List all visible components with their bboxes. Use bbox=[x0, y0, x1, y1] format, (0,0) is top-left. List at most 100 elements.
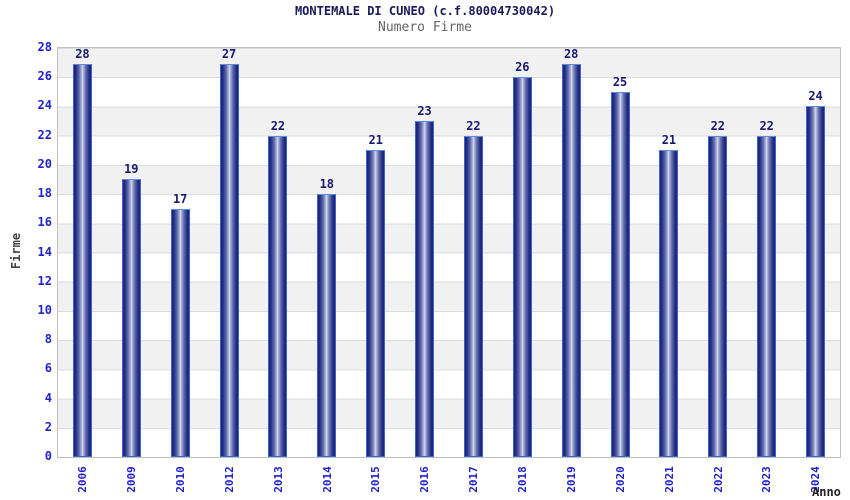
bar bbox=[708, 135, 728, 457]
bar-column: 22 bbox=[693, 48, 742, 457]
bar-column: 28 bbox=[547, 48, 596, 457]
x-tick-cell: 2017 bbox=[449, 459, 498, 500]
x-tick-cell: 2019 bbox=[547, 459, 596, 500]
y-tick-label: 24 bbox=[37, 98, 52, 113]
y-tick-label: 4 bbox=[44, 390, 52, 405]
chart-title: MONTEMALE DI CUNEO (c.f.80004730042) bbox=[294, 4, 556, 18]
bar-value-label: 17 bbox=[172, 191, 188, 206]
bar-value-label: 21 bbox=[368, 133, 383, 148]
bar-value-label: 22 bbox=[270, 118, 286, 133]
bar-value-label: 25 bbox=[612, 74, 628, 89]
bar-column: 22 bbox=[254, 48, 303, 457]
bar-value-label: 28 bbox=[75, 47, 90, 61]
x-tick-cell: 2021 bbox=[645, 459, 694, 500]
bar-column: 28 bbox=[58, 48, 107, 457]
x-tick-cell: 2014 bbox=[302, 459, 351, 500]
bar bbox=[757, 135, 777, 457]
x-tick-label: 2018 bbox=[515, 466, 529, 493]
y-tick-label: 28 bbox=[37, 40, 52, 54]
bar bbox=[170, 208, 190, 457]
bar bbox=[268, 135, 288, 457]
bar-value-label: 18 bbox=[319, 177, 335, 192]
y-tick-label: 8 bbox=[44, 332, 52, 347]
x-tick-cell: 2006 bbox=[58, 459, 107, 500]
x-tick-label: 2014 bbox=[320, 466, 334, 493]
x-axis-tick-labels: 2006 2009 2010 2012 2013 2014 2015 2016 2017 2018… bbox=[58, 459, 840, 500]
bar bbox=[806, 106, 826, 457]
x-tick-label: 2009 bbox=[124, 466, 138, 493]
bar-value-label: 22 bbox=[710, 118, 726, 133]
y-tick-label: 12 bbox=[37, 273, 52, 288]
x-tick-cell: 2013 bbox=[254, 459, 303, 500]
bar-value-label: 26 bbox=[515, 60, 530, 75]
x-axis-title: Anno bbox=[812, 485, 841, 499]
bar bbox=[219, 64, 239, 457]
bar-column: 22 bbox=[742, 48, 791, 457]
bar bbox=[72, 64, 92, 457]
x-tick-label: 2019 bbox=[564, 466, 578, 493]
y-tick-label: 2 bbox=[44, 419, 52, 434]
bar bbox=[463, 135, 483, 457]
x-tick-cell: 2010 bbox=[156, 459, 205, 500]
x-tick-cell: 2012 bbox=[205, 459, 254, 500]
bar-value-label: 24 bbox=[808, 89, 823, 104]
x-tick-label: 2015 bbox=[369, 466, 383, 493]
x-tick-label: 2016 bbox=[418, 466, 432, 493]
bars-layer: 28 19 17 27 22 18 21 23 22 26 28 25 21 22 22 24 bbox=[58, 48, 840, 457]
y-axis-title-text: Firme bbox=[9, 232, 23, 270]
bar bbox=[366, 150, 386, 457]
x-tick-label: 2022 bbox=[711, 466, 725, 493]
bar-column: 21 bbox=[351, 48, 400, 457]
bar-value-label: 27 bbox=[221, 47, 237, 61]
bar bbox=[659, 150, 679, 457]
y-tick-label: 0 bbox=[44, 449, 52, 463]
x-tick-label: 2013 bbox=[271, 466, 285, 493]
bar-value-label: 22 bbox=[466, 118, 481, 133]
bar-column: 17 bbox=[156, 48, 205, 457]
y-tick-label: 20 bbox=[37, 156, 52, 171]
x-tick-cell: 2020 bbox=[596, 459, 645, 500]
chart-subtitle: Numero Firme bbox=[378, 20, 472, 35]
x-tick-cell: 2016 bbox=[400, 459, 449, 500]
bar-column: 27 bbox=[205, 48, 254, 457]
y-tick-label: 22 bbox=[37, 127, 52, 142]
bar-column: 25 bbox=[596, 48, 645, 457]
x-tick-cell: 2015 bbox=[351, 459, 400, 500]
bar bbox=[610, 91, 630, 457]
bar-value-label: 28 bbox=[563, 47, 579, 61]
bar bbox=[561, 64, 581, 457]
bar-column: 22 bbox=[449, 48, 498, 457]
x-tick-label: 2006 bbox=[75, 466, 89, 493]
y-tick-label: 14 bbox=[37, 244, 52, 259]
bar-value-label: 21 bbox=[661, 133, 677, 148]
y-tick-label: 10 bbox=[37, 302, 52, 317]
bar-column: 26 bbox=[498, 48, 547, 457]
x-tick-cell: 2023 bbox=[742, 459, 791, 500]
x-tick-cell: 2009 bbox=[107, 459, 156, 500]
bar bbox=[317, 194, 337, 457]
bar bbox=[415, 121, 435, 457]
x-tick-label: 2010 bbox=[173, 466, 187, 493]
y-tick-label: 6 bbox=[44, 361, 52, 376]
x-tick-label: 2023 bbox=[760, 466, 774, 493]
bar bbox=[121, 179, 141, 457]
x-tick-label: 2017 bbox=[466, 466, 480, 493]
x-tick-label: 2020 bbox=[613, 466, 627, 493]
bar-value-label: 23 bbox=[417, 104, 432, 119]
bar-column: 21 bbox=[645, 48, 694, 457]
bar-column: 23 bbox=[400, 48, 449, 457]
bar-column: 24 bbox=[791, 48, 840, 457]
bar bbox=[512, 77, 532, 457]
y-tick-label: 26 bbox=[37, 69, 52, 84]
bar-column: 19 bbox=[107, 48, 156, 457]
x-tick-cell: 2022 bbox=[693, 459, 742, 500]
x-tick-cell: 2018 bbox=[498, 459, 547, 500]
x-tick-label: 2021 bbox=[662, 466, 676, 493]
y-axis-tick-labels: 0 2 4 6 8 10 12 14 16 18 20 22 24 26 28 bbox=[0, 0, 52, 500]
bar-column: 18 bbox=[302, 48, 351, 457]
bar-value-label: 22 bbox=[759, 118, 774, 133]
bar-value-label: 19 bbox=[124, 162, 139, 177]
x-tick-label: 2012 bbox=[222, 466, 236, 493]
y-tick-label: 18 bbox=[37, 186, 52, 201]
